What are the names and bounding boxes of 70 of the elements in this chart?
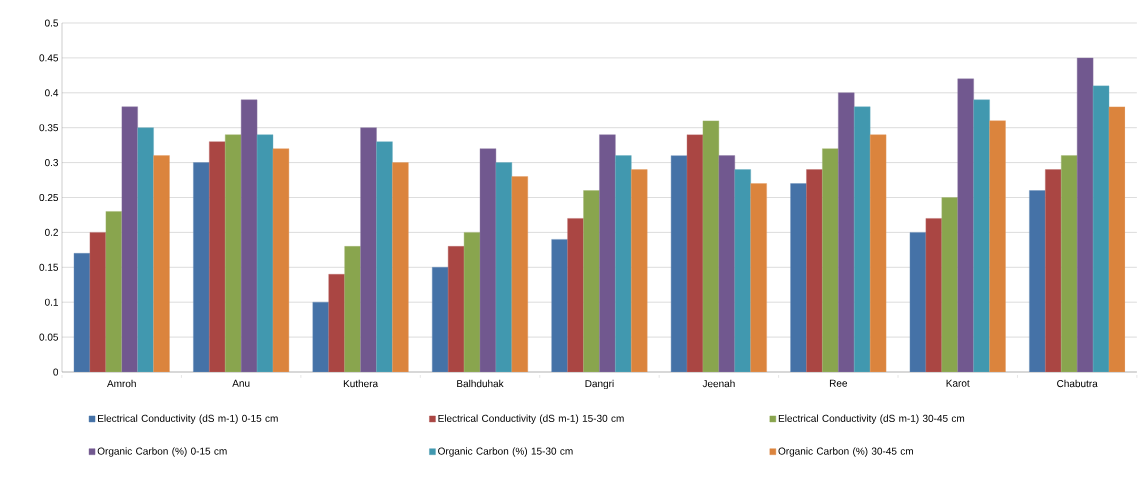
legend-label: Electrical Conductivity (dS m-1) 30-45 cm: [778, 414, 965, 424]
y-tick-label: 0: [53, 368, 59, 376]
y-tick-label: 0.45: [39, 54, 59, 62]
bar: [153, 155, 170, 372]
bar: [209, 141, 226, 372]
bar: [599, 134, 616, 372]
x-tick-label: Balhduhak: [457, 379, 504, 388]
y-tick-label: 0.5: [44, 19, 59, 27]
bar: [806, 169, 823, 372]
bar: [822, 148, 839, 372]
bar: [360, 127, 377, 372]
bar: [615, 155, 632, 372]
bar: [973, 99, 990, 372]
x-tick-label: Ree: [829, 379, 848, 387]
bar: [392, 162, 409, 372]
y-tick-label: 0.3: [44, 159, 59, 167]
bar: [137, 127, 154, 372]
bar: [1061, 155, 1078, 372]
bar: [718, 155, 735, 372]
bar: [240, 99, 258, 372]
bar: [838, 92, 855, 372]
bar: [432, 267, 449, 372]
legend-label: Organic Carbon (%) 30-45 cm: [778, 447, 913, 457]
y-tick-label: 0.2: [44, 228, 58, 236]
bar: [583, 190, 600, 372]
bar: [479, 148, 497, 372]
bar: [376, 141, 393, 372]
bar: [511, 176, 528, 372]
bar: [989, 120, 1006, 372]
y-tick-label: 0.1: [44, 298, 58, 306]
bar: [312, 302, 329, 372]
bar: [193, 162, 210, 372]
bar: [105, 211, 122, 372]
bar: [957, 78, 974, 372]
x-tick-label: Dangri: [585, 379, 614, 390]
x-tick-label: Kuthera: [343, 379, 379, 388]
bar: [790, 183, 807, 372]
bar: [750, 183, 767, 372]
y-tick-label: 0.4: [44, 89, 59, 97]
y-tick-label: 0.05: [39, 333, 59, 341]
bar: [1076, 57, 1094, 372]
x-tick-label: Anu: [232, 379, 250, 387]
x-tick-label: Chabutra: [1057, 379, 1098, 388]
bar: [272, 148, 290, 372]
bar: [567, 218, 584, 372]
bar: [225, 134, 242, 372]
bar: [551, 239, 568, 372]
bar: [631, 169, 648, 372]
bar: [854, 106, 871, 372]
legend-label: Organic Carbon (%) 0-15 cm: [97, 447, 227, 457]
bar: [1029, 190, 1046, 372]
bar: [702, 120, 720, 372]
legend-label: Electrical Conductivity (dS m-1) 0-15 cm: [98, 414, 278, 424]
y-tick-label: 0.15: [39, 263, 59, 271]
x-tick-label: Amroh: [107, 379, 136, 388]
y-tick-label: 0.35: [39, 124, 59, 132]
bar: [941, 197, 958, 372]
y-tick-label: 0.25: [39, 193, 59, 202]
x-tick-label: Jeenah: [702, 379, 735, 388]
bar: [328, 274, 345, 372]
bar: [1045, 169, 1062, 372]
bar: [734, 169, 751, 372]
bar: [1108, 106, 1126, 372]
bar: [121, 106, 138, 372]
bar: [463, 232, 481, 372]
bar: [344, 246, 361, 372]
bar: [869, 134, 887, 372]
legend-label: Electrical Conductivity (dS m-1) 15-30 cm: [438, 414, 624, 424]
x-tick-label: Karot: [946, 379, 970, 387]
legend-label: Organic Carbon (%) 15-30 cm: [438, 447, 573, 457]
